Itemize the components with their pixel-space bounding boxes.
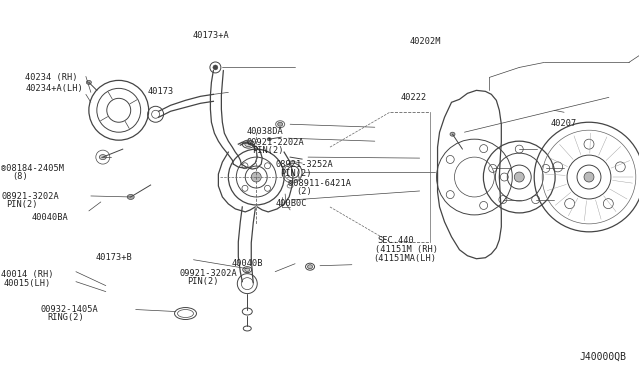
Text: 40040BA: 40040BA (32, 213, 68, 222)
Text: PIN(2): PIN(2) (280, 169, 312, 177)
Text: 09921-3202A: 09921-3202A (180, 269, 237, 278)
Text: 00921-2202A: 00921-2202A (246, 138, 305, 147)
Text: 40014 (RH): 40014 (RH) (1, 270, 54, 279)
Text: 40222: 40222 (401, 93, 428, 102)
Text: ®08911-6421A: ®08911-6421A (288, 179, 351, 187)
Text: 40173: 40173 (148, 87, 174, 96)
Ellipse shape (308, 265, 312, 269)
Text: ®08184-2405M: ®08184-2405M (1, 164, 64, 173)
Text: 40207: 40207 (551, 119, 577, 128)
Text: 40040B: 40040B (232, 259, 264, 267)
Text: RING(2): RING(2) (47, 313, 84, 322)
Text: 400B0C: 400B0C (275, 199, 307, 208)
Text: 40234 (RH): 40234 (RH) (26, 73, 78, 82)
Ellipse shape (86, 80, 92, 84)
Ellipse shape (278, 122, 283, 126)
Text: 40038DA: 40038DA (246, 126, 284, 136)
Text: (2): (2) (296, 187, 312, 196)
Text: 00932-1405A: 00932-1405A (41, 305, 99, 314)
Ellipse shape (127, 195, 134, 199)
Text: PIN(2): PIN(2) (6, 201, 38, 209)
Text: 08921-3252A: 08921-3252A (275, 160, 333, 169)
Ellipse shape (99, 155, 106, 160)
Circle shape (515, 172, 524, 182)
Text: (8): (8) (13, 172, 28, 181)
Text: SEC.440: SEC.440 (378, 236, 414, 246)
Text: PIN(2): PIN(2) (252, 146, 284, 155)
Text: 40173+A: 40173+A (193, 31, 229, 41)
Text: (41151M (RH): (41151M (RH) (375, 245, 438, 254)
Text: 40202M: 40202M (409, 37, 441, 46)
Text: 08921-3202A: 08921-3202A (1, 192, 59, 201)
Text: 40015(LH): 40015(LH) (3, 279, 51, 288)
Ellipse shape (267, 138, 271, 141)
Ellipse shape (244, 142, 252, 147)
Circle shape (213, 65, 218, 70)
Text: 40234+A(LH): 40234+A(LH) (26, 84, 83, 93)
Circle shape (584, 172, 594, 182)
Text: PIN(2): PIN(2) (188, 277, 219, 286)
Circle shape (252, 172, 261, 182)
Text: J40000QB: J40000QB (579, 352, 626, 362)
Text: 40173+B: 40173+B (95, 253, 132, 262)
Text: (41151MA(LH): (41151MA(LH) (373, 254, 436, 263)
Ellipse shape (244, 268, 250, 272)
Ellipse shape (450, 132, 455, 136)
